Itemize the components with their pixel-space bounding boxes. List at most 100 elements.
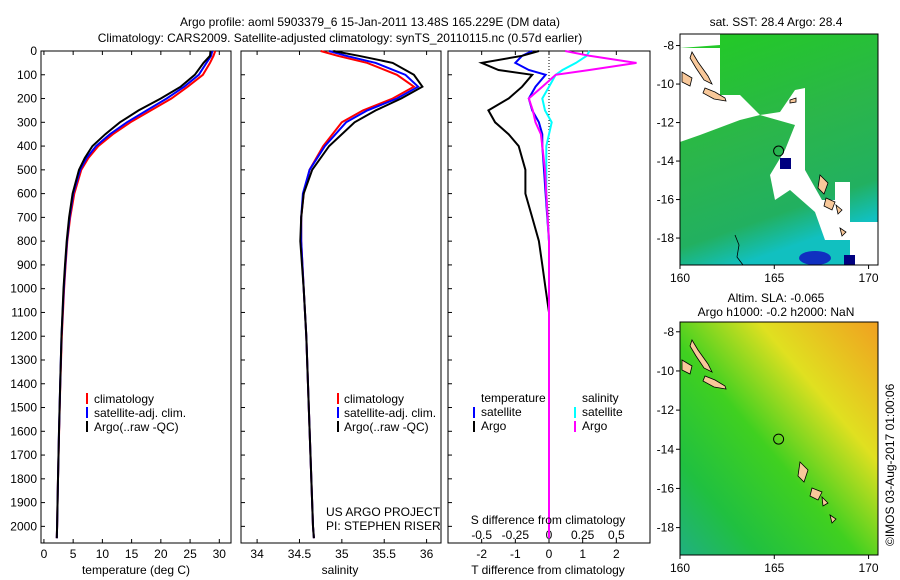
map-y-tick-label: -12 xyxy=(657,403,675,417)
plot-frame xyxy=(40,50,232,544)
no-data-region xyxy=(680,34,720,48)
temperature-legend: climatology satellite-adj. clim. Argo(..… xyxy=(86,392,186,434)
legend-swatch-t-argo xyxy=(473,421,475,432)
y-tick-label: 800 xyxy=(17,234,37,248)
project-name: US ARGO PROJECT xyxy=(326,505,441,519)
x-tick-label: -2 xyxy=(476,547,487,561)
x-tick-label: 5 xyxy=(70,547,77,561)
y-tick-label: 1300 xyxy=(10,353,37,367)
series-line-satellite xyxy=(55,50,214,539)
sla-field xyxy=(680,322,878,555)
cold-pixel xyxy=(844,255,855,265)
legend-label: satellite xyxy=(481,405,522,419)
legend-label: Argo(..raw -QC) xyxy=(344,420,429,434)
coastline-islands xyxy=(681,51,847,237)
argo-position-marker xyxy=(773,433,785,445)
title-line2: Climatology: CARS2009. Satellite-adjuste… xyxy=(98,31,582,45)
series-line-climatology xyxy=(300,50,416,539)
x-tick-label: 20 xyxy=(154,547,168,561)
legend-label: Argo xyxy=(582,419,608,433)
x2-tick-label: 0.25 xyxy=(571,528,595,542)
credit-text: ©IMOS 03-Aug-2017 01:00:06 xyxy=(883,383,897,546)
y-tick-label: 100 xyxy=(17,68,37,82)
x-tick-label: 2 xyxy=(613,547,620,561)
no-data-region xyxy=(680,48,878,265)
y-tick-label: 1600 xyxy=(10,424,37,438)
map-y-tick-label: -12 xyxy=(657,116,675,130)
y-tick-label: 200 xyxy=(17,92,37,106)
y-tick-label: 1400 xyxy=(10,377,37,391)
temperature-panel: 0100200300400500600700800900100011001200… xyxy=(10,44,232,561)
y-tick-label: 0 xyxy=(30,44,37,58)
sst-map-title: sat. SST: 28.4 Argo: 28.4 xyxy=(710,15,843,29)
sst-map xyxy=(679,33,879,266)
series-line-temperature-satellite xyxy=(513,50,550,539)
series-line-argo xyxy=(299,50,424,539)
map-x-tick-label: 170 xyxy=(859,561,879,575)
x-tick-label: 0 xyxy=(546,547,553,561)
x2-tick-label: -0.25 xyxy=(502,528,530,542)
reef-outline xyxy=(734,234,744,266)
map-x-tick-label: 165 xyxy=(764,561,784,575)
x-tick-label: 30 xyxy=(213,547,227,561)
y-tick-label: 1200 xyxy=(10,329,37,343)
argo-position-marker xyxy=(773,145,785,157)
y-tick-label: 1800 xyxy=(10,472,37,486)
series-line-argo xyxy=(55,50,212,539)
map-x-tick-label: 160 xyxy=(670,271,690,285)
map-y-tick-label: -14 xyxy=(657,154,675,168)
legend-swatch-satellite xyxy=(86,407,88,418)
x-tick-label: 35.5 xyxy=(373,547,397,561)
map-y-tick-label: -10 xyxy=(657,364,675,378)
y-tick-label: 1500 xyxy=(10,401,37,415)
legend-swatch-s-argo xyxy=(574,421,576,432)
x-tick-label: -1 xyxy=(510,547,521,561)
map-y-tick-label: -14 xyxy=(657,442,675,456)
map-y-tick-label: -16 xyxy=(657,481,675,495)
map-y-tick-label: -18 xyxy=(657,231,675,245)
legend-swatch-satellite xyxy=(337,407,339,418)
series-line-climatology xyxy=(55,50,217,539)
map-x-tick-label: 160 xyxy=(670,561,690,575)
y-tick-label: 300 xyxy=(17,115,37,129)
y-tick-label: 900 xyxy=(17,258,37,272)
legend-swatch-argo xyxy=(86,421,88,432)
map-x-tick-label: 165 xyxy=(764,271,784,285)
sla-map-title: Altim. SLA: -0.065 xyxy=(728,291,825,305)
y-tick-label: 600 xyxy=(17,187,37,201)
y-tick-label: 1100 xyxy=(11,305,37,319)
sla-map xyxy=(679,321,879,556)
x2-tick-label: -0.5 xyxy=(471,528,492,542)
x-tick-label: 34.5 xyxy=(288,547,312,561)
y-tick-label: 500 xyxy=(17,163,37,177)
x-tick-label: 10 xyxy=(96,547,110,561)
difference-xlabel: T difference from climatology xyxy=(471,563,625,577)
y-tick-label: 1700 xyxy=(10,448,37,462)
legend-swatch-argo xyxy=(337,421,339,432)
x-tick-label: 0 xyxy=(41,547,48,561)
x-tick-label: 25 xyxy=(183,547,197,561)
legend-group-title: temperature xyxy=(481,391,546,405)
series-line-salinity-argo xyxy=(527,50,637,539)
difference-x2label: S difference from climatology xyxy=(471,513,626,527)
cold-pixel xyxy=(780,158,791,169)
legend-swatch-s-satellite xyxy=(574,407,576,418)
x-tick-label: 35 xyxy=(335,547,349,561)
y-tick-label: 1900 xyxy=(10,496,37,510)
map-frame xyxy=(679,321,879,556)
legend-label: satellite-adj. clim. xyxy=(94,406,186,420)
coastline-islands xyxy=(681,339,837,524)
legend-label: Argo xyxy=(481,419,507,433)
series-line-satellite xyxy=(300,50,420,539)
legend-swatch-t-satellite xyxy=(473,407,475,418)
map-y-tick-label: -18 xyxy=(657,521,675,535)
legend-label: climatology xyxy=(344,392,404,406)
series-line-temperature-argo xyxy=(478,50,550,539)
sla-map-subtitle: Argo h1000: -0.2 h2000: NaN xyxy=(698,305,855,319)
x-tick-label: 36 xyxy=(420,547,434,561)
legend-label: Argo(..raw -QC) xyxy=(94,420,179,434)
map-y-tick-label: -10 xyxy=(657,77,675,91)
difference-legend: temperature satellite Argo salinity sate… xyxy=(473,391,623,433)
